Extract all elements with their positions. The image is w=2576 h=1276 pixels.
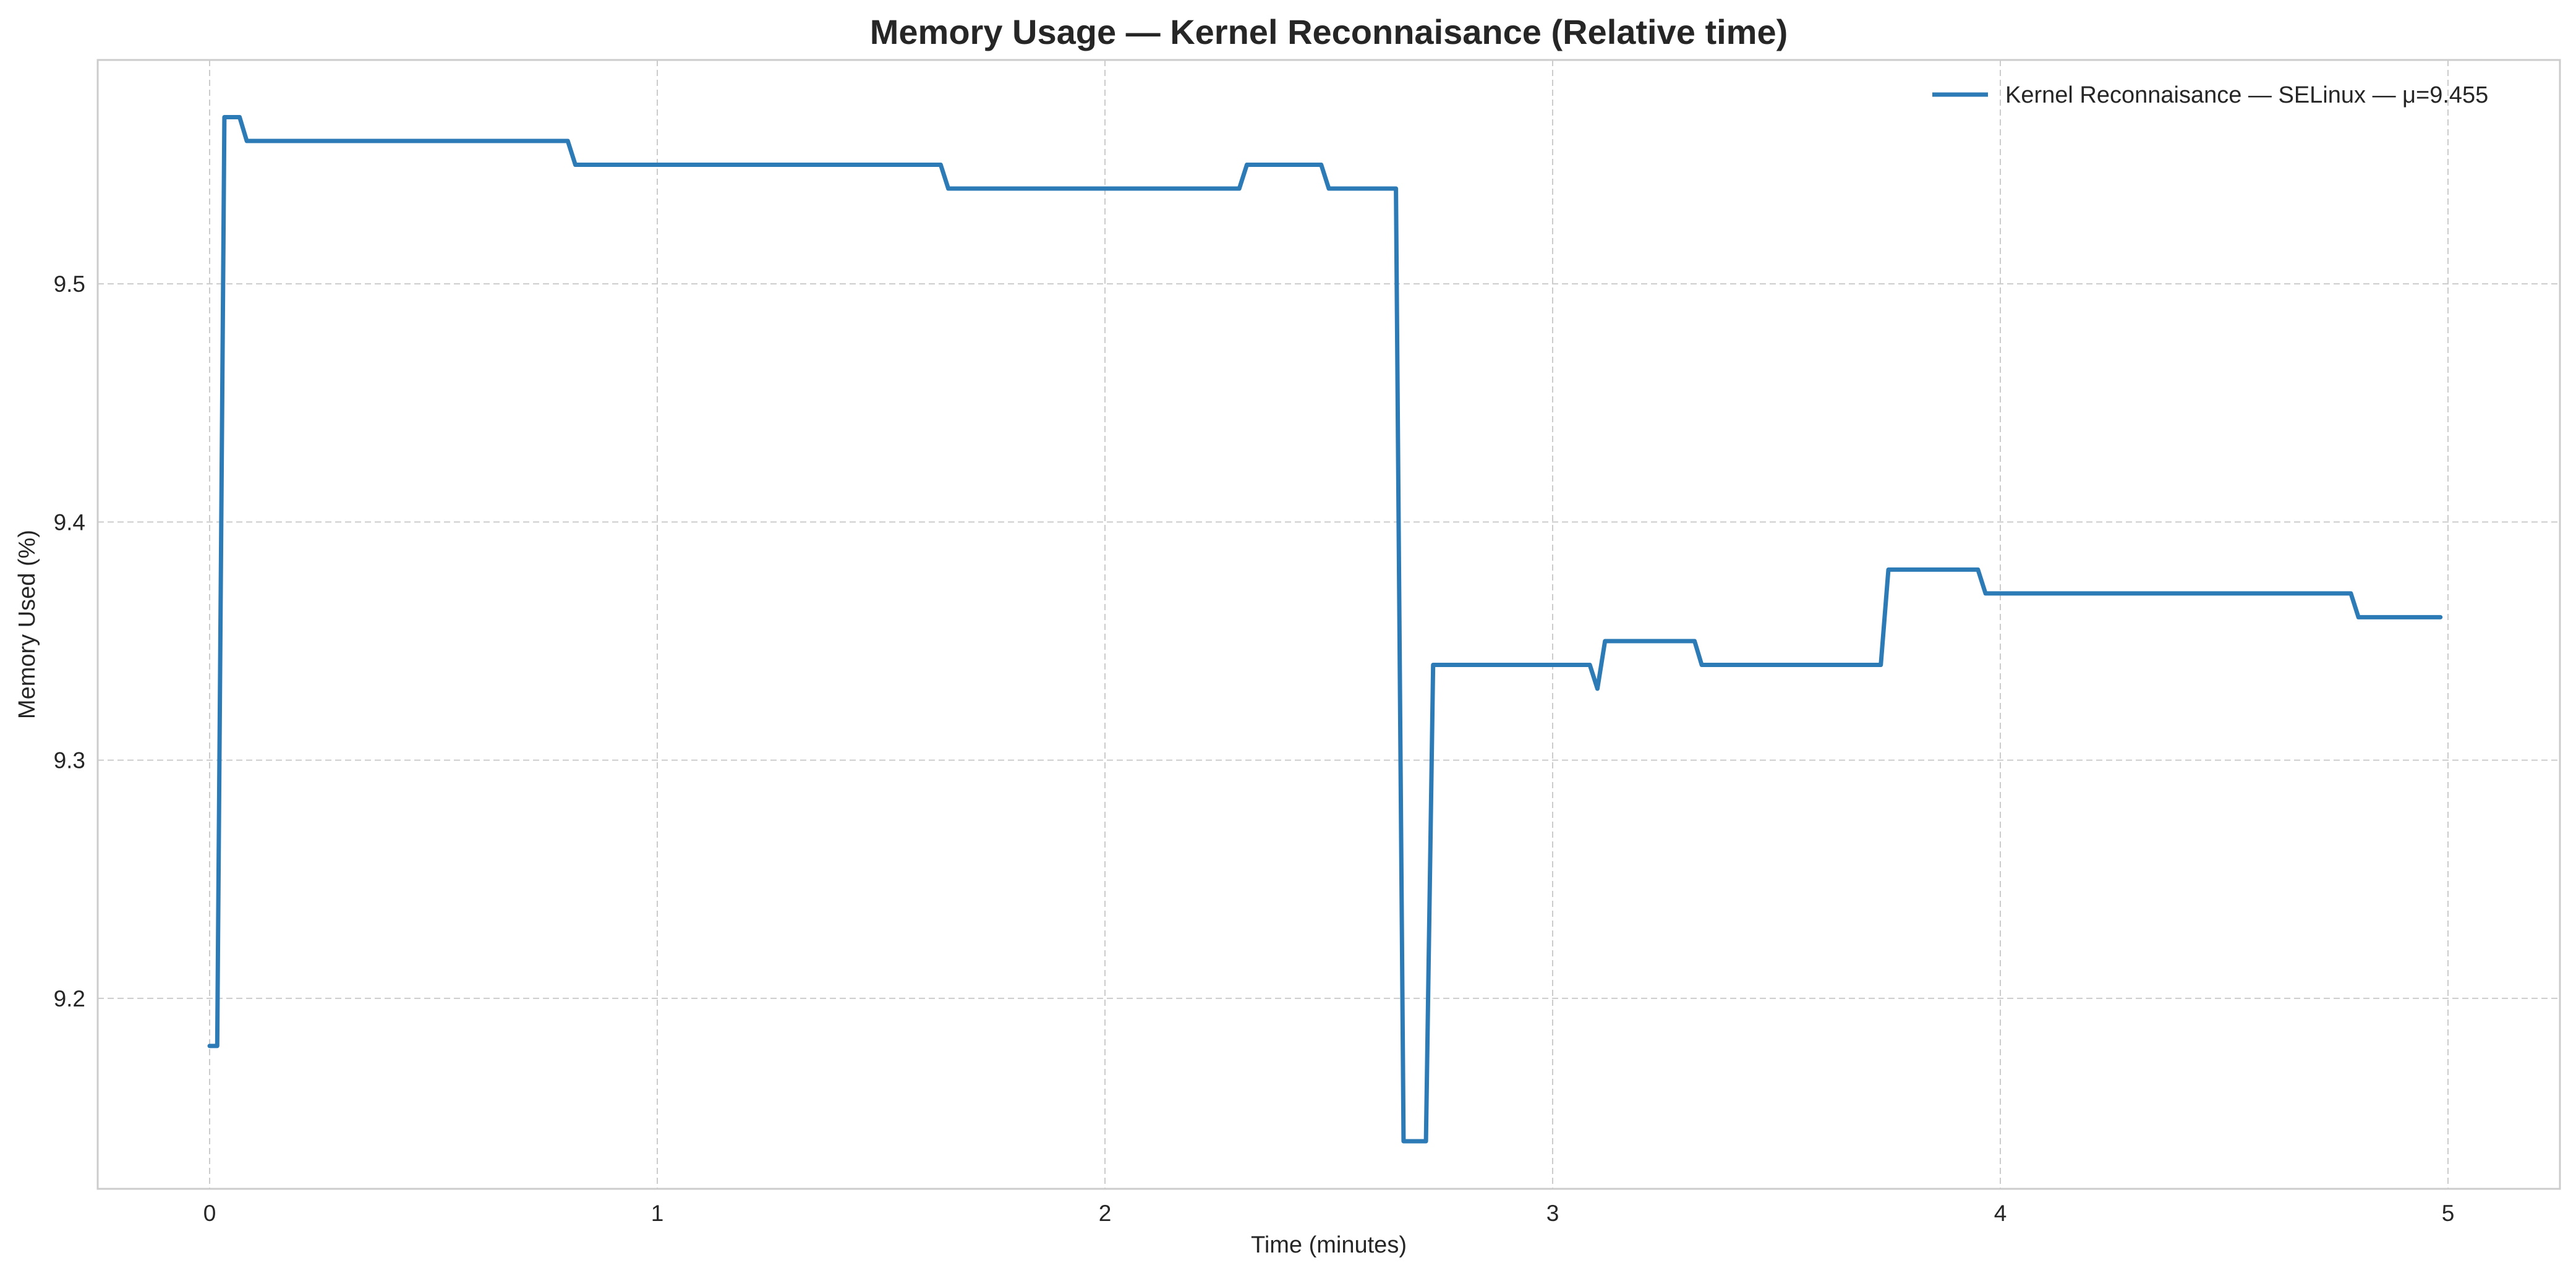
y-tick-label: 9.3 xyxy=(54,748,85,773)
axis-ticks: 0 1 2 3 4 5 9.2 9.3 9.4 9.5 xyxy=(54,271,2455,1226)
x-tick-label: 0 xyxy=(203,1201,216,1226)
legend-label: Kernel Reconnaisance — SELinux — μ=9.455 xyxy=(2005,82,2488,108)
x-tick-label: 3 xyxy=(1546,1201,1559,1226)
plot-frame xyxy=(96,59,2561,1190)
x-tick-label: 4 xyxy=(1994,1201,2007,1226)
chart-title: Memory Usage — Kernel Reconnaisance (Rel… xyxy=(870,12,1788,51)
grid-lines xyxy=(98,60,2560,1189)
y-tick-label: 9.2 xyxy=(54,986,85,1011)
y-tick-label: 9.5 xyxy=(54,271,85,297)
series-group xyxy=(207,115,2443,1144)
x-axis-label: Time (minutes) xyxy=(1251,1232,1407,1258)
y-axis-label: Memory Used (%) xyxy=(14,530,40,719)
x-tick-label: 1 xyxy=(651,1201,664,1226)
x-tick-label: 2 xyxy=(1099,1201,1112,1226)
plot-area xyxy=(98,60,2560,1189)
legend: Kernel Reconnaisance — SELinux — μ=9.455 xyxy=(1932,82,2488,108)
series-line xyxy=(207,115,2443,1144)
y-tick-label: 9.4 xyxy=(54,509,85,535)
x-tick-label: 5 xyxy=(2442,1201,2455,1226)
